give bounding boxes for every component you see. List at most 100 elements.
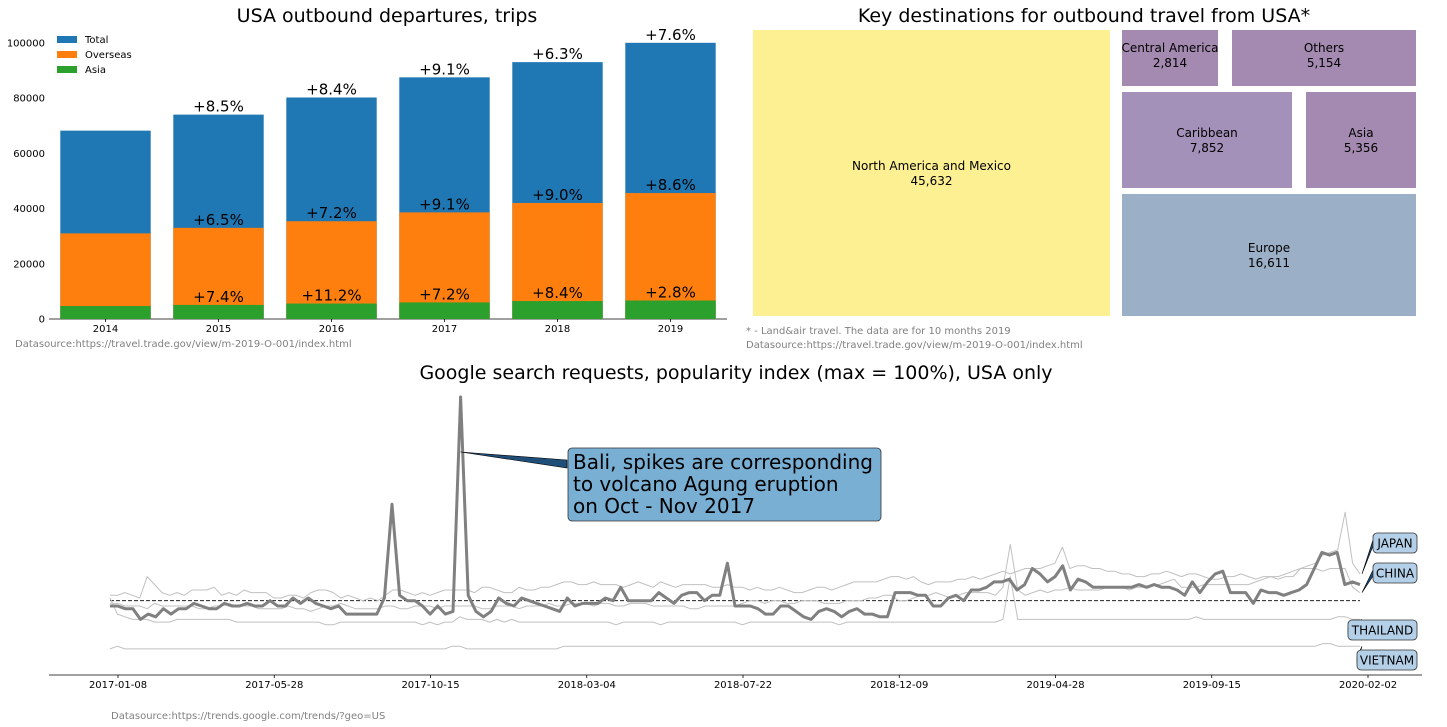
treemap-title: Key destinations for outbound travel fro… (858, 5, 1310, 27)
treemap-tile-value: 16,611 (1248, 256, 1290, 270)
bar-growth-label: +6.3% (532, 45, 583, 63)
bar-growth-label: +7.2% (419, 285, 470, 303)
legend-swatch-overseas (57, 51, 77, 58)
bar-asia-2019 (625, 300, 716, 319)
bar-growth-label: +7.2% (306, 204, 357, 222)
bar-growth-label: +7.4% (193, 288, 244, 306)
line-series-thailand (109, 576, 1360, 626)
treemap-tile-name: Others (1304, 41, 1344, 55)
legend-swatch-total (57, 36, 77, 43)
line-series-bali (110, 395, 1361, 621)
bar-overseas-2017 (399, 212, 490, 319)
line-marks (109, 395, 1361, 650)
bar-asia-2018 (512, 301, 603, 319)
callout-label: JAPAN (1376, 537, 1412, 551)
line-x-tick-label: 2019-09-15 (1183, 680, 1241, 691)
line-chart-source: Datasource:https://trends.google.com/tre… (111, 711, 385, 722)
treemap-tile-rect (1122, 30, 1218, 86)
legend-label: Total (84, 35, 108, 46)
bar-axes: 0 20000 40000 60000 80000 100000 2014 2015 2016 2… (7, 38, 727, 335)
callout-box (1356, 649, 1418, 671)
callout-arrow (1361, 569, 1374, 593)
legend-label: Overseas (85, 50, 132, 61)
bar-growth-label: +7.6% (645, 26, 696, 44)
bar-y-tick-label: 0 (39, 315, 45, 326)
bar-x-tick-label: 2017 (432, 324, 457, 335)
bar-asia-2017 (399, 302, 490, 319)
bar-growth-label: +8.6% (645, 176, 696, 194)
treemap-tile-rect (1306, 92, 1416, 188)
treemap-tile-name: Asia (1348, 126, 1373, 140)
bar-chart: USA outbound departures, trips 0 20000 400… (7, 5, 727, 350)
callout-thailand: THAILAND (1347, 619, 1418, 641)
callout-box (1372, 532, 1418, 554)
annotation-text: on Oct - Nov 2017 (573, 494, 755, 518)
bar-growth-label: +2.8% (645, 283, 696, 301)
bar-growth-label: +6.5% (193, 211, 244, 229)
treemap-tile-value: 5,356 (1344, 141, 1378, 155)
treemap-tile-rect (1122, 92, 1292, 188)
treemap-tile-value: 2,814 (1153, 56, 1187, 70)
bar-growth-label: +9.1% (419, 195, 470, 213)
bar-y-tick-label: 60000 (13, 149, 45, 160)
line-x-tick-label: 2018-07-22 (714, 680, 772, 691)
bar-x-tick-label: 2019 (658, 324, 683, 335)
line-x-tick-label: 2017-05-28 (245, 680, 303, 691)
legend-label: Asia (85, 65, 106, 76)
bar-growth-label: +8.5% (193, 98, 244, 116)
treemap-tile-name: Caribbean (1176, 126, 1238, 140)
callout-label: VIETNAM (1360, 654, 1414, 668)
bar-marks (60, 42, 716, 320)
line-axes: 2017-01-08 2017-05-28 2017-10-15 2018-03-04… (49, 674, 1422, 691)
bar-overseas-2015 (173, 227, 264, 319)
line-series-vietnam (109, 643, 1360, 650)
treemap-source: Datasource:https://travel.trade.gov/view… (746, 340, 1083, 351)
legend-swatch-asia (57, 66, 77, 73)
treemap-tile-rect (1122, 194, 1416, 316)
bar-growth-label: +11.2% (301, 287, 361, 305)
bar-growth-label: +8.4% (306, 80, 357, 98)
line-x-tick-label: 2019-04-28 (1026, 680, 1084, 691)
line-x-tick-label: 2017-10-15 (401, 680, 459, 691)
line-series-japan (110, 511, 1361, 602)
bar-overseas-2016 (286, 221, 377, 319)
treemap-tile-name: Central America (1121, 41, 1218, 55)
callout-arrow (1361, 539, 1374, 574)
callout-label: THAILAND (1351, 624, 1414, 638)
annotation-box (567, 447, 882, 522)
line-x-tick-label: 2018-03-04 (558, 680, 616, 691)
callout-box (1347, 619, 1418, 641)
bar-growth-label: +9.0% (532, 186, 583, 204)
treemap-tile-value: 7,852 (1190, 141, 1224, 155)
bar-asia-2015 (173, 304, 264, 319)
line-x-tick-label: 2018-12-09 (870, 680, 928, 691)
bar-x-tick-label: 2016 (319, 324, 344, 335)
annotation-arrow (460, 451, 568, 469)
bar-y-tick-label: 20000 (13, 259, 45, 270)
treemap-tile-value: 45,632 (911, 174, 953, 188)
bar-growth-label: +8.4% (532, 284, 583, 302)
line-chart-title: Google search requests, popularity index… (419, 362, 1052, 384)
callout-box (1372, 562, 1418, 584)
bar-growth-label: +9.1% (419, 60, 470, 78)
bar-y-tick-label: 40000 (13, 204, 45, 215)
callout-japan: JAPAN (1361, 532, 1418, 574)
bar-x-tick-label: 2018 (545, 324, 570, 335)
callout-label: CHINA (1376, 567, 1415, 581)
treemap-tile-rect (753, 30, 1110, 316)
bar-legend: Total Overseas Asia (57, 35, 132, 76)
line-chart: Google search requests, popularity index… (49, 362, 1422, 722)
bar-chart-source: Datasource:https://travel.trade.gov/view… (15, 339, 352, 350)
line-x-tick-label: 2020-02-02 (1339, 680, 1397, 691)
treemap-footnote: * - Land&air travel. The data are for 10… (746, 326, 1011, 337)
bar-y-tick-label: 100000 (7, 38, 45, 49)
treemap-tile-name: Europe (1248, 241, 1290, 255)
